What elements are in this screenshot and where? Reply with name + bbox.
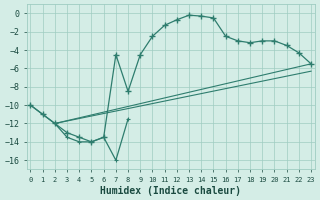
X-axis label: Humidex (Indice chaleur): Humidex (Indice chaleur) — [100, 186, 241, 196]
